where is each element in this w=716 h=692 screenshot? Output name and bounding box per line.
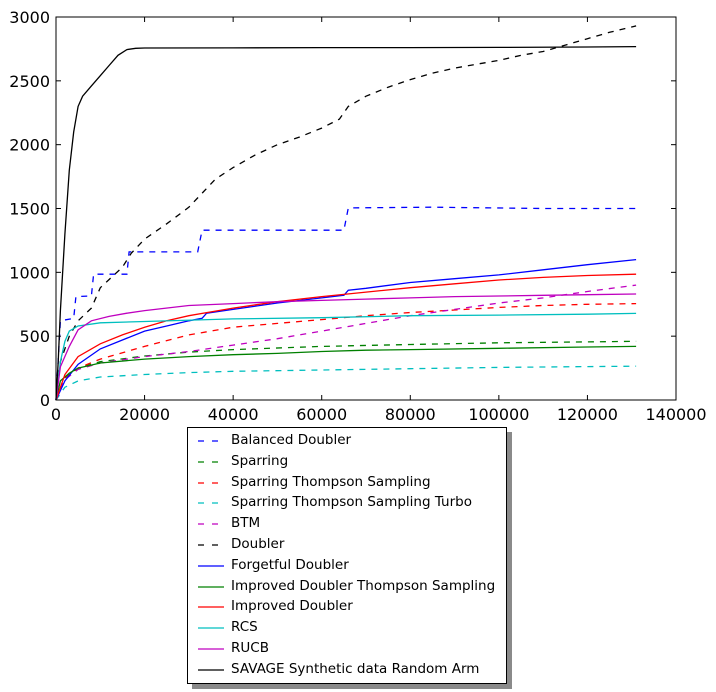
legend-label: Forgetful Doubler — [231, 556, 349, 573]
legend-item: Doubler — [188, 535, 506, 556]
legend-label: SAVAGE Synthetic data Random Arm — [231, 660, 480, 677]
legend-label: BTM — [231, 515, 261, 532]
legend-label: Improved Doubler Thompson Sampling — [231, 577, 496, 594]
x-tick-label: 20000 — [119, 405, 170, 424]
legend-item: Balanced Doubler — [188, 431, 506, 452]
y-tick-label: 1500 — [9, 200, 50, 219]
legend-swatch — [198, 669, 224, 671]
x-tick-label: 40000 — [208, 405, 259, 424]
y-tick-label: 500 — [19, 327, 50, 346]
legend-item: SAVAGE Synthetic data Random Arm — [188, 660, 506, 681]
y-tick-label: 2500 — [9, 72, 50, 91]
legend-swatch — [198, 523, 224, 525]
series-line-10 — [55, 293, 637, 401]
legend-label: RCS — [231, 619, 258, 636]
legend-swatch — [198, 481, 224, 484]
x-tick-label: 0 — [51, 405, 61, 424]
x-tick-label: 80000 — [385, 405, 436, 424]
line-chart: 0 20000 40000 60000 80000 100000 120000 140000 0… — [9, 8, 706, 424]
series-line-1 — [55, 340, 637, 401]
series-line-2 — [55, 302, 637, 401]
legend-item: Improved Doubler Thompson Sampling — [188, 577, 506, 598]
legend-label: Improved Doubler — [231, 598, 353, 615]
legend-item: RCS — [188, 618, 506, 639]
legend-item: Sparring Thompson Sampling Turbo — [188, 493, 506, 514]
legend-item: Sparring Thompson Sampling — [188, 473, 506, 494]
legend-swatch — [198, 461, 224, 463]
legend-swatch — [198, 544, 224, 546]
series-line-7 — [55, 345, 637, 401]
y-tick-label: 3000 — [9, 8, 50, 27]
series-line-5 — [55, 25, 637, 401]
series-line-8 — [55, 273, 637, 401]
legend-label: Doubler — [231, 536, 285, 552]
x-tick-label: 140000 — [645, 405, 706, 424]
legend-swatch — [198, 606, 224, 609]
legend-label: RUCB — [231, 640, 269, 656]
y-tick-label: 1000 — [9, 263, 50, 282]
legend-swatch — [198, 565, 224, 567]
series-line-11 — [55, 45, 637, 401]
legend-label: Sparring Thompson Sampling Turbo — [231, 494, 472, 511]
x-tick-label: 100000 — [468, 405, 529, 424]
series-line-9 — [55, 312, 637, 401]
series-line-3 — [55, 365, 637, 401]
legend-label: Sparring — [231, 452, 289, 469]
axis-ticks: 0 20000 40000 60000 80000 100000 120000 140000 0… — [9, 8, 706, 424]
series-line-0 — [55, 206, 637, 401]
legend-label: Sparring Thompson Sampling — [231, 473, 431, 490]
y-tick-label: 0 — [40, 391, 50, 410]
x-tick-label: 60000 — [296, 405, 347, 424]
legend-swatch — [198, 585, 224, 588]
legend-swatch — [198, 648, 224, 650]
y-tick-label: 2000 — [9, 136, 50, 155]
plot-lines — [55, 25, 637, 401]
legend-swatch — [198, 502, 224, 505]
legend-swatch — [198, 627, 224, 629]
legend-swatch — [198, 440, 224, 442]
series-line-6 — [55, 258, 637, 401]
series-line-4 — [55, 284, 637, 401]
legend-item: BTM — [188, 514, 506, 535]
legend-item: Improved Doubler — [188, 597, 506, 618]
legend-item: Forgetful Doubler — [188, 556, 506, 577]
legend: Balanced Doubler Sparring Sparring Thompso… — [187, 427, 507, 684]
legend-label: Balanced Doubler — [231, 432, 352, 448]
x-tick-label: 120000 — [557, 405, 618, 424]
legend-item: Sparring — [188, 452, 506, 473]
legend-item: RUCB — [188, 639, 506, 660]
